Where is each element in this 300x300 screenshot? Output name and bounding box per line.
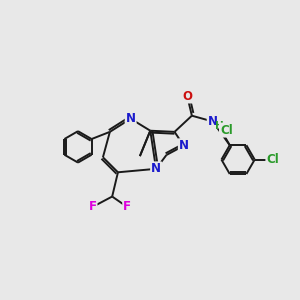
Text: F: F bbox=[123, 200, 131, 213]
Text: N: N bbox=[126, 112, 136, 125]
Text: N: N bbox=[179, 139, 189, 152]
Text: N: N bbox=[208, 115, 218, 128]
Text: O: O bbox=[182, 90, 192, 103]
Text: Cl: Cl bbox=[266, 153, 279, 166]
Text: N: N bbox=[151, 162, 161, 175]
Text: F: F bbox=[88, 200, 97, 213]
Text: Cl: Cl bbox=[220, 124, 233, 136]
Text: H: H bbox=[215, 121, 224, 130]
